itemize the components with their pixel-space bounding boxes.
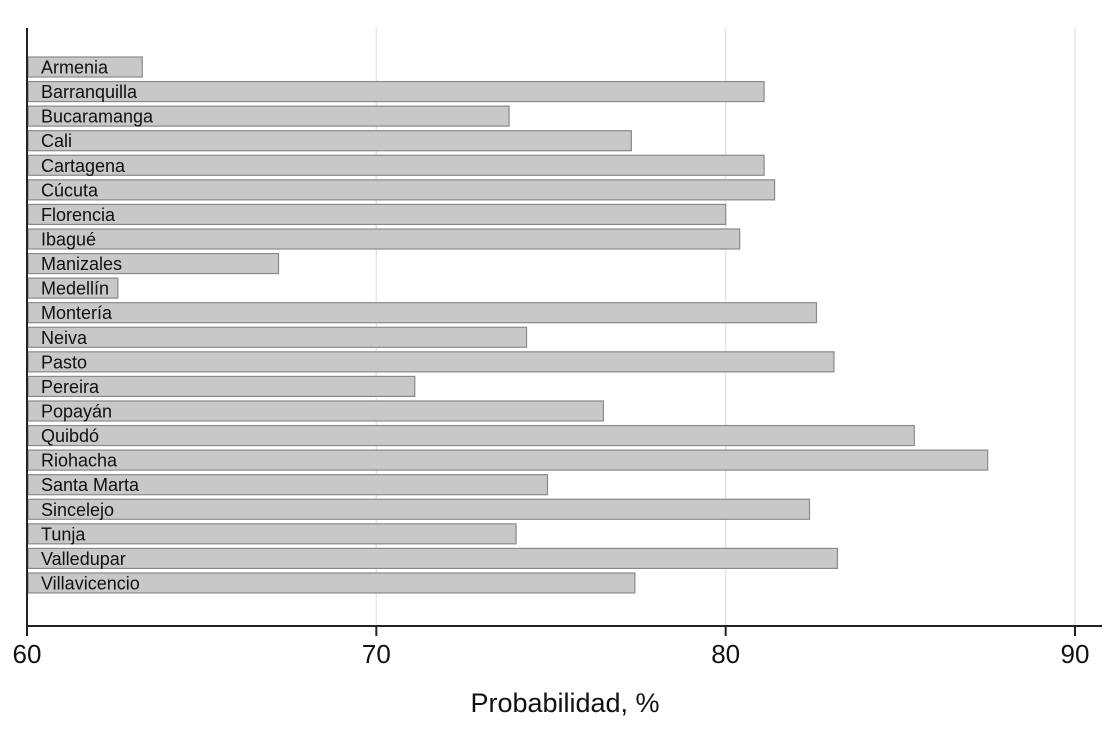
bar-label-1: Barranquilla: [41, 82, 138, 102]
bar-label-9: Medellín: [41, 279, 109, 299]
bar-label-19: Tunja: [41, 524, 86, 544]
bar-5: [27, 179, 776, 201]
bar-7: [27, 228, 741, 250]
bar-16: [27, 449, 989, 471]
x-tick-label-1: 70: [362, 639, 391, 669]
bar-3: [27, 130, 632, 152]
bar-4: [27, 154, 765, 176]
bar-label-15: Quibdó: [41, 426, 99, 446]
bar-label-3: Cali: [41, 131, 72, 151]
bar-14: [27, 400, 605, 422]
bar-1: [27, 80, 765, 103]
x-tick-label-2: 80: [711, 639, 740, 669]
bar-19: [27, 523, 517, 545]
x-axis: 60 70 80 90: [13, 28, 1102, 669]
bar-label-7: Ibagué: [41, 229, 96, 249]
bar-10: [27, 302, 818, 324]
bar-label-13: Pereira: [41, 377, 100, 397]
bar-11: [27, 326, 528, 348]
x-axis-title: Probabilidad, %: [470, 688, 659, 718]
bar-label-17: Santa Marta: [41, 475, 140, 495]
bar-6: [27, 203, 727, 226]
bar-label-20: Valledupar: [41, 549, 126, 569]
bar-label-8: Manizales: [41, 254, 122, 274]
bar-18: [27, 498, 811, 520]
bar-label-10: Montería: [41, 303, 113, 323]
bar-label-2: Bucaramanga: [41, 107, 154, 127]
bar-label-6: Florencia: [41, 205, 116, 225]
bar-20: [27, 547, 839, 570]
bar-12: [27, 351, 835, 373]
bar-label-21: Villavicencio: [41, 573, 140, 593]
bar-label-11: Neiva: [41, 328, 88, 348]
bar-label-4: Cartagena: [41, 156, 126, 176]
bar-label-14: Popayán: [41, 401, 112, 421]
bar-label-12: Pasto: [41, 352, 87, 372]
bars: Armenia Barranquilla Bucaramanga Cali Cartag…: [27, 56, 989, 594]
x-tick-label-3: 90: [1061, 639, 1090, 669]
x-tick-label-0: 60: [13, 639, 42, 669]
bar-15: [27, 424, 915, 447]
bar-label-5: Cúcuta: [41, 180, 99, 200]
bar-label-16: Riohacha: [41, 451, 118, 471]
bar-label-0: Armenia: [41, 58, 109, 78]
bar-label-18: Sincelejo: [41, 500, 114, 520]
